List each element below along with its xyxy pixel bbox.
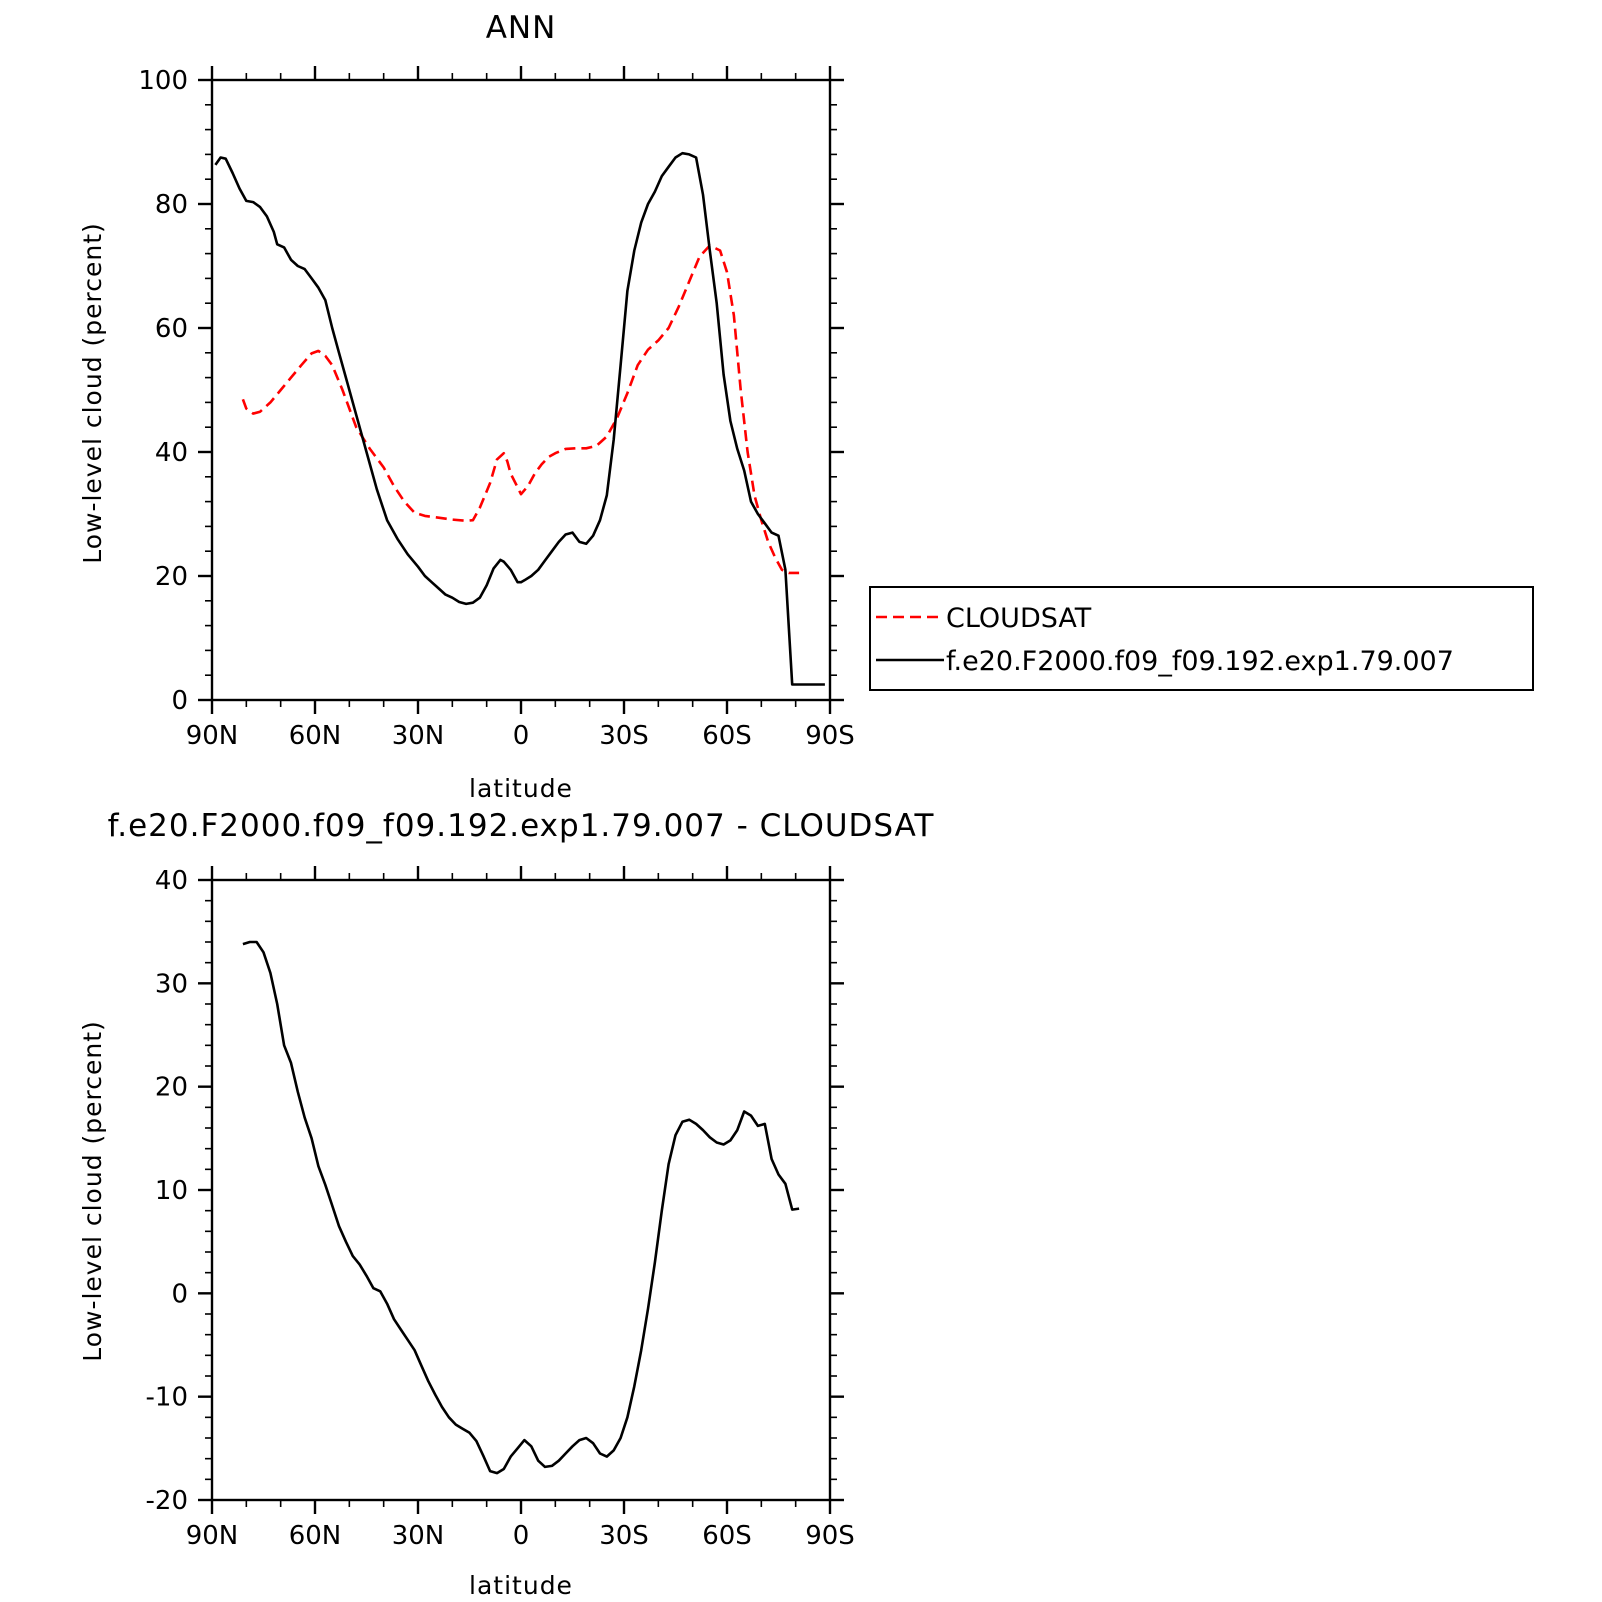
top-series-line-f-e20-f2000-f09-f09-192-exp1-79-007: [214, 151, 825, 686]
bottom-y-tick-label: -10: [146, 1383, 188, 1413]
bottom-y-tick-label: 40: [155, 866, 188, 896]
top-x-tick-label: 30N: [392, 721, 445, 751]
top-x-tick-label: 90S: [805, 721, 855, 751]
bottom-y-tick-label: 10: [155, 1176, 188, 1206]
bottom-y-tick-label: 20: [155, 1073, 188, 1103]
top-y-tick-label: 20: [155, 562, 188, 592]
panel-top-title: ANN: [486, 10, 557, 46]
top-y-tick-label: 0: [171, 686, 188, 716]
top-y-tick-label: 80: [155, 190, 188, 220]
plot-area-top: 90N 60N 30N 0 30S 60S 90S 0 20 40 60 80 100: [138, 66, 855, 751]
panel-bottom-xlabel: latitude: [469, 1571, 573, 1600]
bottom-y-tick-label: 30: [155, 969, 188, 999]
panel-top: ANN 90N 60N 30N 0 30S 60S 90S 0 20 40 60 80 100 lati…: [78, 10, 1534, 803]
top-y-tick-label: 60: [155, 314, 188, 344]
panel-bottom-ylabel: Low-level cloud (percent): [78, 1020, 107, 1362]
top-x-tick-label: 90N: [186, 721, 239, 751]
bottom-x-tick-label: 0: [513, 1521, 530, 1551]
top-plot-frame: [210, 78, 832, 702]
top-x-tick-label: 0: [513, 721, 530, 751]
panel-top-xlabel: latitude: [469, 774, 573, 803]
bottom-x-tick-label: 90N: [186, 1521, 239, 1551]
bottom-x-tick-label: 60N: [289, 1521, 342, 1551]
bottom-series-line-series-0: [242, 940, 800, 1475]
top-x-tick-label: 60S: [702, 721, 752, 751]
bottom-y-tick-label: 0: [171, 1279, 188, 1309]
legend: CLOUDSAT f.e20.F2000.f09_f09.192.exp1.79…: [869, 586, 1534, 691]
panel-top-ylabel: Low-level cloud (percent): [78, 222, 107, 564]
panel-bottom-title: f.e20.F2000.f09_f09.192.exp1.79.007 - CL…: [108, 808, 935, 844]
legend-box: [869, 586, 1534, 691]
top-y-tick-label: 40: [155, 438, 188, 468]
legend-label-model: f.e20.F2000.f09_f09.192.exp1.79.007: [946, 646, 1454, 677]
bottom-x-tick-label: 30N: [392, 1521, 445, 1551]
legend-label-cloudsat: CLOUDSAT: [946, 603, 1092, 634]
top-y-tick-label: 100: [138, 66, 188, 96]
top-x-tick-label: 30S: [599, 721, 649, 751]
top-x-tick-label: 60N: [289, 721, 342, 751]
bottom-y-tick-label: -20: [146, 1486, 188, 1516]
bottom-plot-frame: [210, 878, 832, 1502]
plot-area-bottom: 90N 60N 30N 0 30S 60S 90S -20 -10 0 10 20 30 40: [146, 866, 855, 1551]
bottom-x-tick-label: 30S: [599, 1521, 649, 1551]
bottom-x-tick-label: 90S: [805, 1521, 855, 1551]
top-series-line-cloudsat: [241, 244, 800, 575]
panel-bottom: f.e20.F2000.f09_f09.192.exp1.79.007 - CL…: [78, 808, 935, 1600]
bottom-x-tick-label: 60S: [702, 1521, 752, 1551]
